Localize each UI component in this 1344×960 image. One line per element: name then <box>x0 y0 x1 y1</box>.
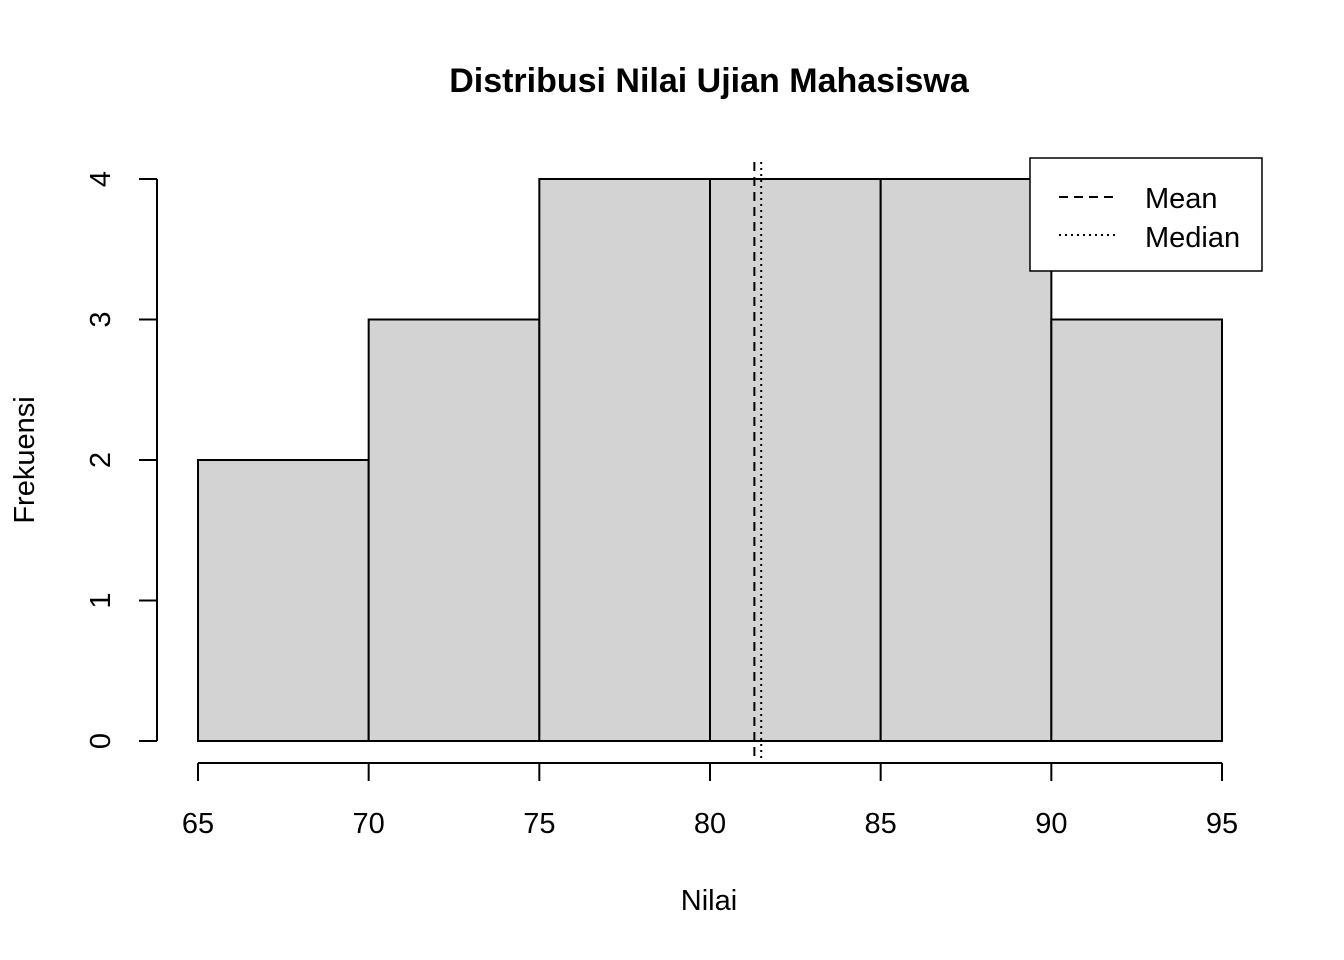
legend-median-label: Median <box>1145 222 1240 254</box>
legend-box <box>1029 157 1263 272</box>
y-axis: 0 1 2 3 4 <box>85 171 158 749</box>
legend-mean-label: Mean <box>1145 183 1218 215</box>
x-tick-label-6: 95 <box>1206 808 1238 840</box>
x-tick-label-5: 90 <box>1035 808 1067 840</box>
y-tick-label-0: 0 <box>85 733 117 749</box>
x-tick-label-0: 65 <box>182 808 214 840</box>
chart-title: Distribusi Nilai Ujian Mahasiswa <box>449 62 970 100</box>
y-axis-label: Frekuensi <box>9 396 41 523</box>
histogram-bar-1 <box>367 318 541 742</box>
x-axis-label: Nilai <box>681 885 737 917</box>
y-tick-label-3: 3 <box>85 311 117 327</box>
histogram-bar-4 <box>879 178 1053 742</box>
histogram-bar-3 <box>709 178 882 742</box>
x-tick-label-4: 85 <box>865 808 897 840</box>
x-tick-label-1: 70 <box>353 808 385 840</box>
histogram-bar-2 <box>538 178 711 742</box>
legend: Mean Median <box>1029 157 1263 272</box>
x-axis: 65 70 75 80 85 90 95 <box>182 762 1238 840</box>
y-tick-label-2: 2 <box>85 452 117 468</box>
reference-lines <box>753 162 763 760</box>
y-tick-label-4: 4 <box>85 171 117 187</box>
x-tick-label-2: 75 <box>523 808 555 840</box>
x-tick-label-3: 80 <box>694 808 726 840</box>
histogram-bar-0 <box>197 459 370 742</box>
histogram-bars <box>197 178 1224 742</box>
y-tick-label-1: 1 <box>85 592 117 608</box>
histogram-bar-5 <box>1050 318 1224 742</box>
